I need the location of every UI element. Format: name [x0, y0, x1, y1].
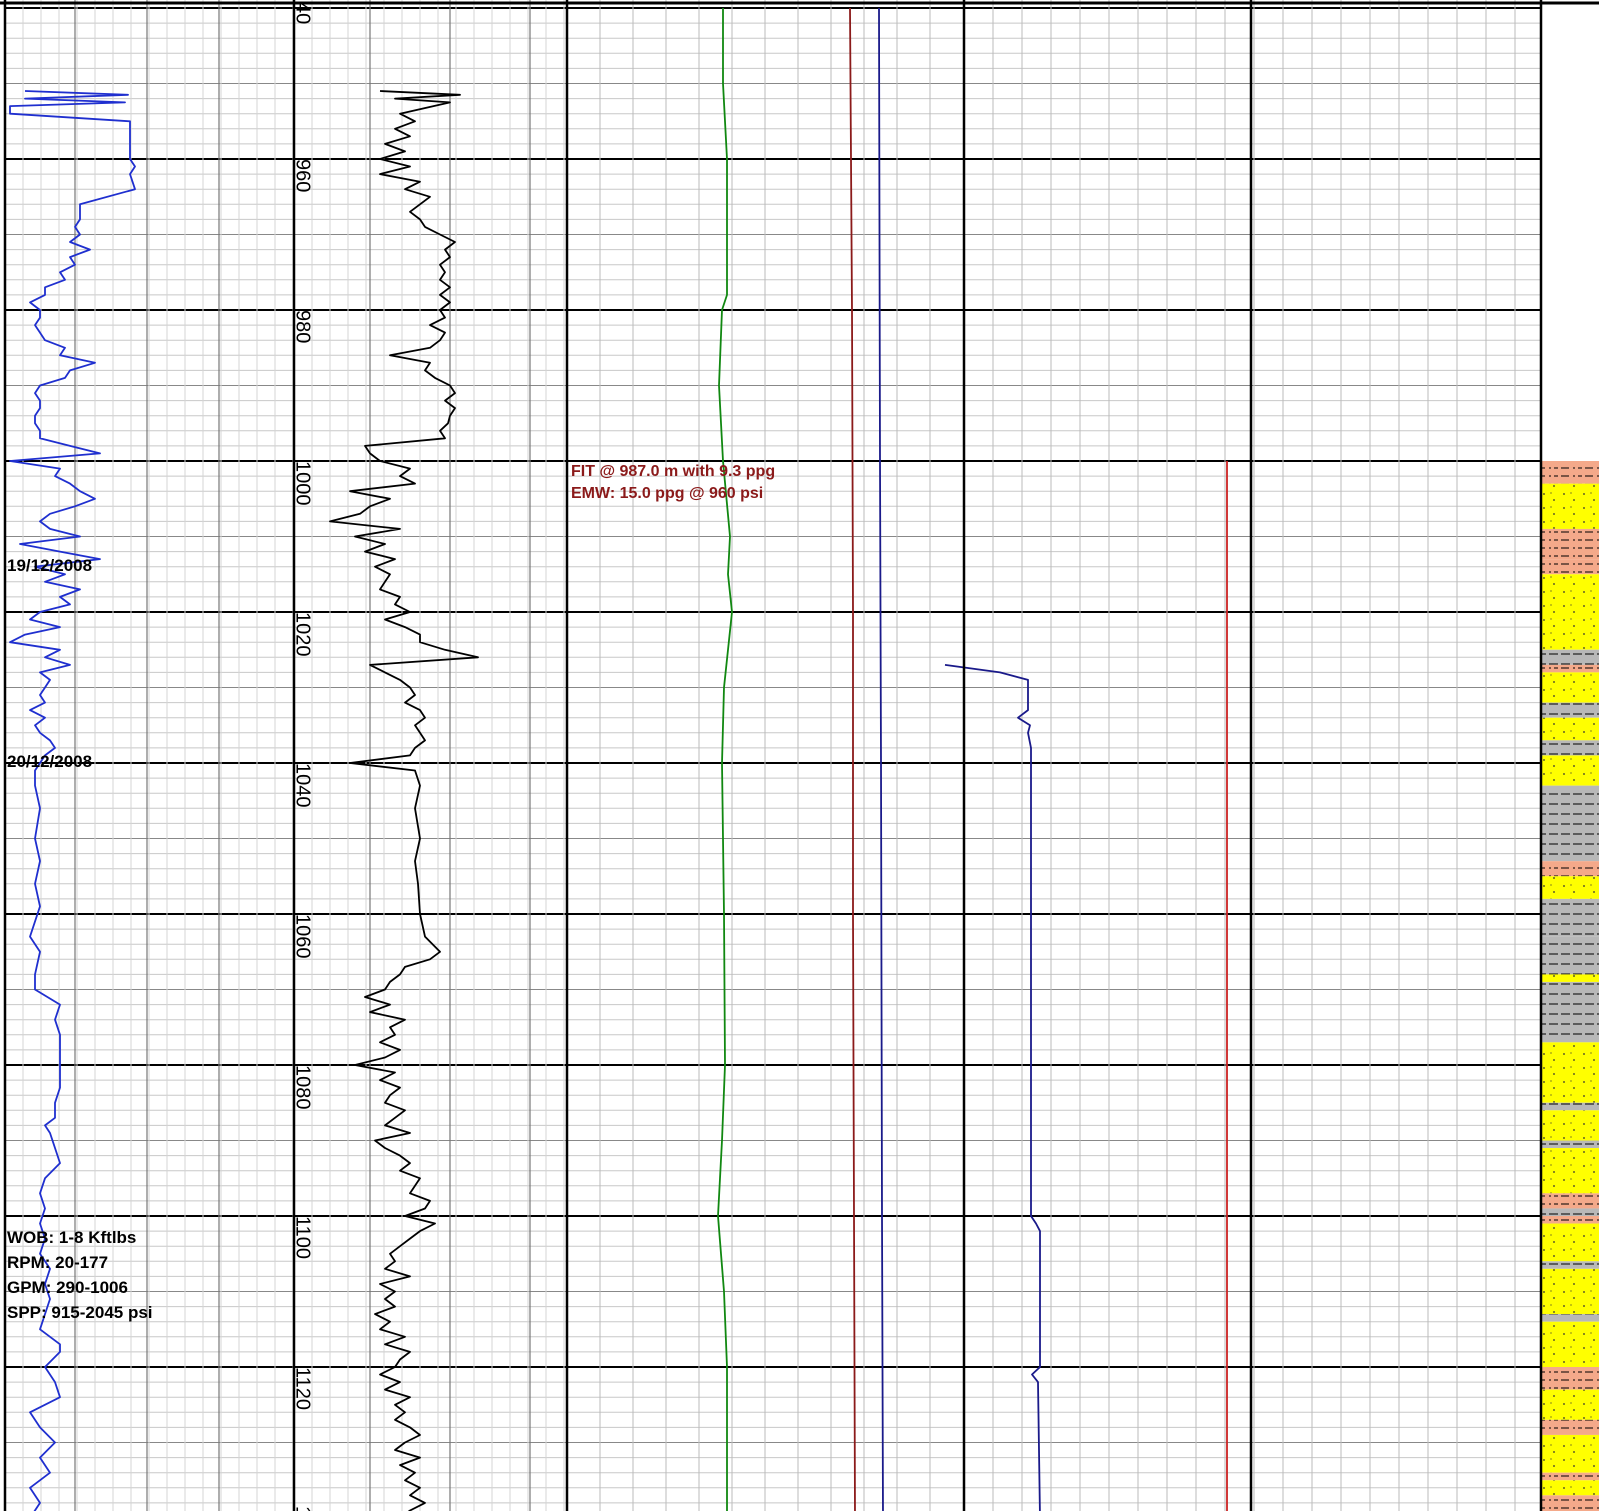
curve-navy_line — [878, 7, 884, 1511]
lithology-band-sandstone — [1542, 574, 1599, 620]
lithology-band-shale — [1542, 702, 1599, 718]
lithology-band-claystone-red — [1542, 861, 1599, 877]
fit-annotation-line2: EMW: 15.0 ppg @ 960 psi — [571, 485, 763, 502]
lithology-band-claystone-red — [1542, 1495, 1599, 1511]
depth-label: 960 — [292, 159, 314, 192]
depth-label: 1020 — [292, 612, 314, 657]
lithology-band-shale — [1542, 1140, 1599, 1149]
curve-green_curve — [717, 8, 733, 1511]
depth-label: 1060 — [292, 914, 314, 959]
lithology-band-shale — [1542, 1208, 1599, 1216]
curve-red_curve — [849, 7, 856, 1511]
lithology-band-sandstone — [1542, 1065, 1599, 1103]
depth-label: 40 — [292, 2, 314, 24]
curve-rop — [9, 90, 136, 1511]
depth-label: 1120 — [292, 1367, 314, 1410]
lithology-band-sandstone — [1542, 876, 1599, 899]
lithology-band-shale — [1542, 898, 1599, 937]
lithology-band-shale — [1542, 740, 1599, 756]
date-label-20-12-2008: 20/12/2008 — [7, 752, 92, 771]
lithology-band-sandstone — [1542, 1223, 1599, 1262]
depth-label: 1100 — [292, 1216, 314, 1259]
depth-axis: 40 960 980 1000 1020 1040 1060 1080 1100 1120 1 — [292, 2, 314, 1511]
depth-label: 1 — [292, 1506, 314, 1511]
lithology-band-claystone-red — [1542, 461, 1599, 469]
fit-annotation-line1: FIT @ 987.0 m with 9.3 ppg — [571, 463, 775, 480]
lithology-band-sandstone — [1542, 717, 1599, 741]
lithology-band-sandstone — [1542, 974, 1599, 982]
grid-layer — [5, 0, 1541, 1511]
lithology-band-shale — [1542, 1102, 1599, 1111]
depth-label: 980 — [292, 310, 314, 343]
log-curves — [9, 7, 1228, 1511]
lithology-band-claystone-red — [1542, 1216, 1599, 1224]
lithology-band-sandstone — [1542, 1480, 1599, 1496]
lithology-band-sandstone — [1542, 1268, 1599, 1315]
lithology-band-shale — [1542, 649, 1599, 665]
lithology-band-claystone-red — [1542, 664, 1599, 673]
depth-label: 1080 — [292, 1065, 314, 1110]
lithology-band-claystone-red — [1542, 468, 1599, 484]
lithology-band-shale — [1542, 1314, 1599, 1322]
lithology-band-shale — [1542, 785, 1599, 862]
lithology-band-claystone-red — [1542, 1419, 1599, 1435]
lithology-band-sandstone — [1542, 619, 1599, 650]
lithology-band-shale — [1542, 1261, 1599, 1269]
lithology-band-claystone-red — [1542, 528, 1599, 560]
date-label-19-12-2008: 19/12/2008 — [7, 556, 92, 575]
lithology-band-sandstone — [1542, 1148, 1599, 1194]
curve-gamma — [329, 90, 479, 1511]
lithology-band-sandstone — [1542, 1434, 1599, 1473]
lithology-band-sandstone — [1542, 755, 1599, 786]
lithology-band-sandstone — [1542, 1042, 1599, 1065]
lithology-band-claystone-red — [1542, 1193, 1599, 1209]
lithology-band-claystone-red — [1542, 559, 1599, 575]
lithology-band-sandstone — [1542, 1389, 1599, 1420]
lithology-band-sandstone — [1542, 1110, 1599, 1141]
lithology-band-sandstone — [1542, 483, 1599, 529]
param-gpm: GPM: 290-1006 — [7, 1278, 128, 1297]
depth-label: 1000 — [292, 461, 314, 506]
lithology-band-claystone-red — [1542, 1367, 1599, 1390]
lithology-band-claystone-red — [1542, 1472, 1599, 1481]
param-wob: WOB: 1-8 Kftlbs — [7, 1228, 136, 1247]
lithology-band-shale — [1542, 981, 1599, 1043]
param-rpm: RPM: 20-177 — [7, 1253, 108, 1272]
curve-blue_curve — [944, 664, 1041, 1511]
lithology-band-sandstone — [1542, 672, 1599, 703]
depth-label: 1040 — [292, 763, 314, 808]
param-spp: SPP: 915-2045 psi — [7, 1303, 153, 1322]
lithology-band-sandstone — [1542, 1321, 1599, 1367]
lithology-band-shale — [1542, 936, 1599, 975]
lithology-column — [1542, 461, 1599, 1511]
